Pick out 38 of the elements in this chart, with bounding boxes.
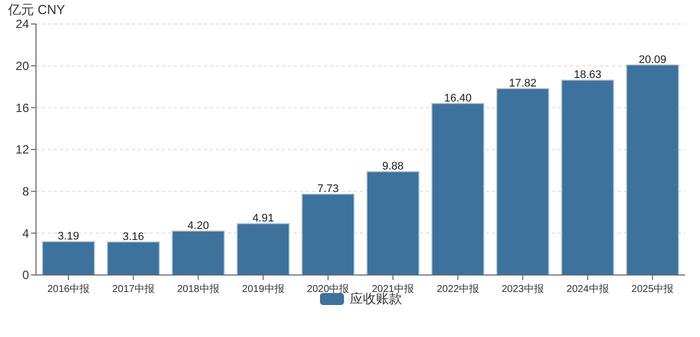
x-tick-label: 2025中报 <box>631 283 674 295</box>
legend-label: 应收账款 <box>350 291 402 306</box>
bar <box>302 194 355 276</box>
x-tick-label: 2020中报 <box>306 283 350 295</box>
x-tick-label: 2016中报 <box>47 283 90 295</box>
x-tick-label: 2023中报 <box>502 283 544 295</box>
x-tick-label: 2017中报 <box>112 283 154 295</box>
bar <box>431 102 484 276</box>
x-tick-label: 2022中报 <box>436 283 479 295</box>
y-tick-label: 8 <box>22 184 30 199</box>
text: 17.82 <box>508 78 537 90</box>
x-tick-label: 2018中报 <box>177 283 220 295</box>
text: 3.16 <box>122 230 144 243</box>
text: 7.73 <box>317 183 339 196</box>
y-axis-title: 亿元 CNY <box>7 2 66 17</box>
text: 20.09 <box>638 54 666 66</box>
bar <box>496 88 550 276</box>
bar <box>561 80 614 276</box>
y-tick-label: 16 <box>16 100 30 115</box>
text: 4.91 <box>252 212 274 225</box>
bar <box>172 230 225 276</box>
text: 3.19 <box>58 230 80 243</box>
bar <box>42 241 95 276</box>
y-tick-label: 24 <box>16 17 30 32</box>
y-tick-label: 4 <box>22 226 30 240</box>
text: 9.88 <box>382 160 404 173</box>
y-tick-label: 20 <box>16 59 30 74</box>
text: 18.63 <box>574 69 602 82</box>
bar <box>366 171 420 276</box>
x-tick-label: 2024中报 <box>566 283 609 295</box>
y-tick-label: 0 <box>22 268 30 282</box>
text: 4.20 <box>188 220 209 232</box>
bar <box>106 241 160 276</box>
bar <box>236 223 290 276</box>
bar <box>626 64 680 276</box>
text: 16.40 <box>444 92 472 104</box>
y-tick-label: 12 <box>16 142 30 157</box>
x-tick-label: 2019中报 <box>242 283 284 295</box>
